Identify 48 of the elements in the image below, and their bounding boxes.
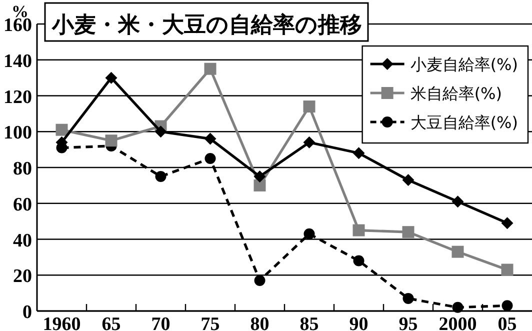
point: [303, 100, 316, 113]
x-tick-label: 95: [398, 314, 418, 331]
point: [254, 275, 266, 286]
point: [105, 72, 118, 84]
x-tick-label: 85: [300, 314, 319, 331]
point: [254, 179, 266, 192]
point: [452, 246, 464, 258]
y-tick-label: 80: [13, 158, 32, 180]
x-tick-label: 80: [250, 314, 270, 331]
x-tick-label: 70: [151, 314, 170, 331]
y-tick-label: 120: [4, 86, 32, 108]
point: [56, 124, 68, 136]
point: [452, 196, 464, 208]
x-tick-label: 1960: [42, 314, 81, 331]
point: [303, 136, 316, 148]
point: [501, 217, 514, 230]
point: [254, 170, 266, 182]
x-tick-label: 2000: [438, 314, 477, 331]
y-tick-label: 140: [4, 50, 32, 72]
point: [204, 62, 216, 75]
legend-label: 米自給率(%): [410, 84, 502, 103]
point: [353, 255, 364, 266]
point: [204, 132, 216, 145]
point: [501, 264, 514, 276]
point: [155, 170, 166, 182]
x-tick-label: 05: [498, 314, 517, 331]
point: [105, 134, 118, 147]
point: [352, 224, 365, 236]
point: [502, 300, 513, 312]
point: [204, 153, 216, 164]
point: [452, 302, 464, 313]
x-tick-label: 75: [200, 314, 220, 331]
y-tick-label: 20: [13, 266, 32, 288]
x-tick-label: 90: [349, 314, 368, 331]
point: [154, 126, 167, 138]
y-tick-label: 100: [4, 122, 32, 144]
point: [402, 226, 414, 238]
point: [352, 147, 365, 160]
point: [402, 174, 414, 186]
point: [402, 292, 414, 304]
y-tick-label: 40: [13, 230, 32, 252]
legend-label: 小麦自給率(%): [410, 55, 518, 74]
legend-label: 大豆自給率(%): [410, 113, 518, 132]
y-tick-label: 0: [22, 302, 32, 323]
point: [304, 228, 315, 240]
y-tick-label: 60: [13, 194, 32, 216]
chart-title: 小麦・米・大豆の自給率の推移: [51, 12, 362, 38]
x-tick-label: 65: [102, 314, 121, 331]
